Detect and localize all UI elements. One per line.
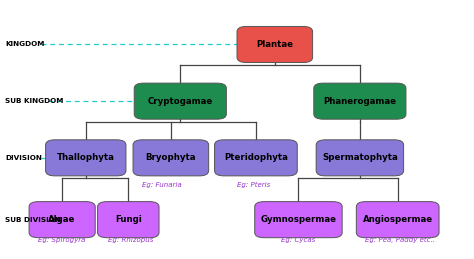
Text: Bryophyta: Bryophyta <box>146 153 196 162</box>
FancyBboxPatch shape <box>134 83 227 119</box>
FancyBboxPatch shape <box>46 140 126 176</box>
FancyBboxPatch shape <box>98 202 159 238</box>
Text: Phanerogamae: Phanerogamae <box>323 97 396 106</box>
Text: Gymnospermae: Gymnospermae <box>260 215 337 224</box>
Text: KINGDOM: KINGDOM <box>5 41 45 47</box>
FancyBboxPatch shape <box>356 202 439 238</box>
Text: Eg: Pea, Paddy etc..: Eg: Pea, Paddy etc.. <box>365 237 435 243</box>
Text: Eg: Funaria: Eg: Funaria <box>142 182 181 188</box>
Text: DIVISION: DIVISION <box>5 155 42 161</box>
FancyBboxPatch shape <box>133 140 209 176</box>
FancyBboxPatch shape <box>255 202 342 238</box>
Text: Eg: Spirogyra: Eg: Spirogyra <box>38 237 86 243</box>
FancyBboxPatch shape <box>316 140 403 176</box>
Text: Eg: Pteris: Eg: Pteris <box>237 182 270 188</box>
Text: Eg: Rhizopus: Eg: Rhizopus <box>108 237 154 243</box>
Text: Algae: Algae <box>48 215 76 224</box>
Text: Eg: Cycas: Eg: Cycas <box>281 237 316 243</box>
FancyBboxPatch shape <box>314 83 406 119</box>
Text: Pteridophyta: Pteridophyta <box>224 153 288 162</box>
Text: SUB DIVISION: SUB DIVISION <box>5 217 61 223</box>
Text: Angiospermae: Angiospermae <box>363 215 433 224</box>
Text: Spermatophyta: Spermatophyta <box>322 153 398 162</box>
Text: Thallophyta: Thallophyta <box>57 153 115 162</box>
Text: Fungi: Fungi <box>115 215 142 224</box>
FancyBboxPatch shape <box>215 140 297 176</box>
Text: Plantae: Plantae <box>256 40 293 49</box>
FancyBboxPatch shape <box>29 202 95 238</box>
Text: SUB KINGDOM: SUB KINGDOM <box>5 98 64 104</box>
FancyBboxPatch shape <box>237 26 313 62</box>
Text: Cryptogamae: Cryptogamae <box>148 97 213 106</box>
